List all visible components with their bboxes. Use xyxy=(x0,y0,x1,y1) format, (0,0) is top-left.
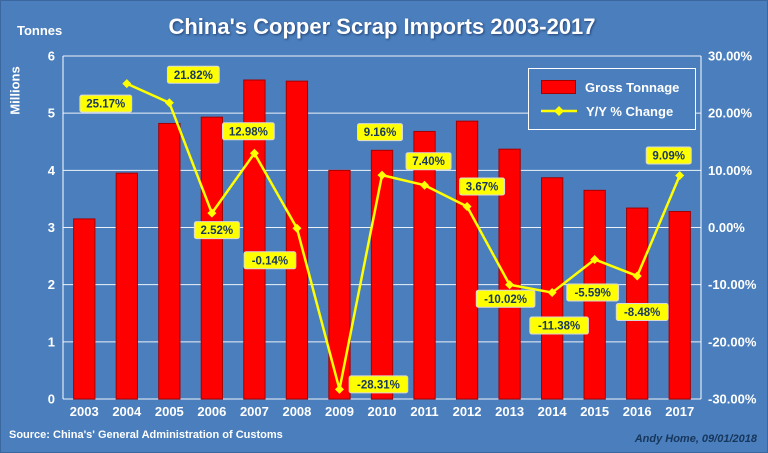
bar-2009 xyxy=(328,169,351,400)
data-label-box xyxy=(243,251,297,270)
data-label-box xyxy=(529,316,589,335)
data-label-box xyxy=(615,302,669,321)
line-marker-diamond-icon xyxy=(675,171,685,181)
left-axis-tick: 1 xyxy=(48,334,55,349)
x-axis-tick: 2009 xyxy=(325,404,354,419)
line-marker-diamond-icon xyxy=(420,180,430,190)
data-label: 3.67% xyxy=(466,182,499,194)
bar-2006 xyxy=(200,116,224,400)
right-axis-tick: 10.00% xyxy=(708,163,753,178)
right-axis-tick: -20.00% xyxy=(708,334,757,349)
bar-series-swatch-icon xyxy=(541,80,576,94)
data-label-box xyxy=(357,123,403,142)
line-series-swatch-icon xyxy=(541,106,577,116)
data-label-box xyxy=(459,177,506,196)
left-axis-tick: 6 xyxy=(48,49,55,64)
x-axis-tick: 2011 xyxy=(410,404,438,419)
x-axis-tick: 2004 xyxy=(112,404,142,419)
data-label: 21.82% xyxy=(174,70,213,82)
line-marker-diamond-icon xyxy=(122,79,132,89)
left-axis-title-millions: Millions xyxy=(7,66,23,115)
data-label: -0.14% xyxy=(252,255,288,267)
right-axis-tick: -30.00% xyxy=(708,392,757,407)
left-axis-tick: 0 xyxy=(48,392,55,407)
x-axis-tick: 2016 xyxy=(623,404,652,419)
bar-2008 xyxy=(285,80,309,400)
legend: Gross Tonnage Y/Y % Change xyxy=(528,68,696,130)
yy-change-line xyxy=(126,82,681,391)
data-label-box xyxy=(405,152,452,171)
data-label-box xyxy=(645,146,692,165)
line-marker-diamond-icon xyxy=(632,271,642,281)
line-marker-diamond-icon xyxy=(547,288,557,298)
data-label: 7.40% xyxy=(412,156,445,168)
data-label: -10.02% xyxy=(484,294,527,306)
data-label-box xyxy=(79,94,133,113)
data-label: -8.48% xyxy=(624,307,660,319)
line-marker-diamond-icon xyxy=(249,148,259,158)
x-axis-tick: 2007 xyxy=(240,404,269,419)
bar-2005 xyxy=(158,122,181,400)
left-axis-tick: 5 xyxy=(48,106,55,121)
line-marker-diamond-icon xyxy=(377,170,387,180)
left-axis-tick: 3 xyxy=(48,220,55,235)
bar-2003 xyxy=(73,218,96,400)
left-axis-tick: 2 xyxy=(48,277,55,292)
chart-title: China's Copper Scrap Imports 2003-2017 xyxy=(168,14,596,39)
source-note: Source: China's' General Administration … xyxy=(9,429,283,441)
x-axis-tick: 2014 xyxy=(538,404,568,419)
bar-2010 xyxy=(370,149,394,400)
author-credit: Andy Home, 09/01/2018 xyxy=(634,433,757,445)
bar-2012 xyxy=(455,120,479,400)
right-axis-tick: 0.00% xyxy=(708,220,745,235)
x-axis-tick: 2005 xyxy=(155,404,184,419)
line-marker-diamond-icon xyxy=(462,202,472,212)
data-label-box xyxy=(222,122,275,141)
data-label: 9.16% xyxy=(364,127,397,139)
legend-label: Y/Y % Change xyxy=(586,103,674,119)
x-axis-tick: 2015 xyxy=(580,404,609,419)
data-label: 9.09% xyxy=(652,151,685,163)
data-label: 2.52% xyxy=(201,225,234,237)
right-axis-tick: -10.00% xyxy=(708,277,757,292)
left-axis-title-tonnes: Tonnes xyxy=(17,23,63,38)
right-axis-tick: 30.00% xyxy=(708,49,753,64)
data-label-box xyxy=(193,221,240,240)
x-axis-tick: 2012 xyxy=(453,404,482,419)
data-label: -5.59% xyxy=(574,287,610,299)
data-label: 25.17% xyxy=(86,99,125,111)
x-axis-tick: 2017 xyxy=(665,404,694,419)
line-marker-diamond-icon xyxy=(164,98,174,108)
data-label-box xyxy=(566,283,620,302)
line-marker-diamond-icon xyxy=(505,280,515,290)
data-label: -11.38% xyxy=(538,321,580,333)
legend-item-gross-tonnage: Gross Tonnage xyxy=(541,80,683,95)
legend-label: Gross Tonnage xyxy=(585,79,680,95)
x-axis-tick: 2008 xyxy=(282,404,311,419)
data-label: 12.98% xyxy=(229,126,268,138)
data-label-box xyxy=(166,65,220,84)
line-marker-diamond-icon xyxy=(292,223,302,233)
x-axis-tick: 2003 xyxy=(70,404,99,419)
data-label: -28.31% xyxy=(357,379,400,391)
right-axis-tick: 20.00% xyxy=(708,106,753,121)
data-label-box xyxy=(348,375,409,394)
line-marker-diamond-icon xyxy=(334,384,344,394)
bar-2004 xyxy=(115,172,138,400)
x-axis-tick: 2006 xyxy=(197,404,226,419)
legend-item-yy-change: Y/Y % Change xyxy=(541,104,683,119)
left-axis-tick: 4 xyxy=(48,163,56,178)
line-marker-diamond-icon xyxy=(207,208,217,218)
bar-2013 xyxy=(498,148,521,400)
line-marker-diamond-icon xyxy=(590,254,600,264)
x-axis-tick: 2010 xyxy=(368,404,397,419)
bar-2017 xyxy=(668,210,691,400)
data-label-box xyxy=(475,289,536,308)
x-axis-tick: 2013 xyxy=(495,404,524,419)
bar-2011 xyxy=(413,130,436,400)
